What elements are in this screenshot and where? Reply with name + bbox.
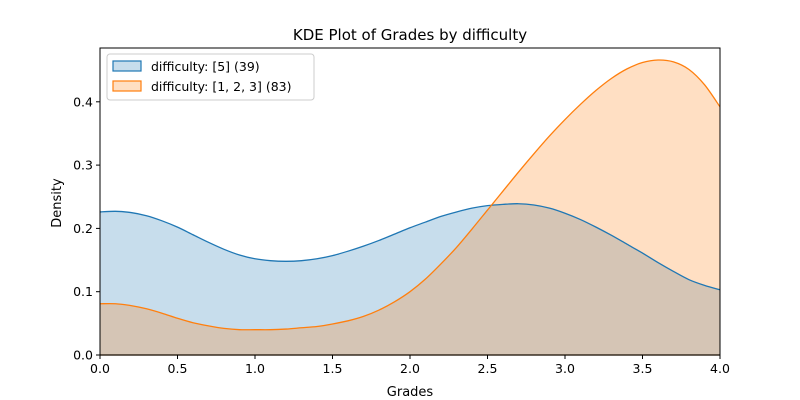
x-tick-label: 1.5 — [323, 361, 343, 376]
x-tick-label: 2.0 — [400, 361, 420, 376]
x-tick-label: 4.0 — [710, 361, 730, 376]
y-tick-label: 0.1 — [73, 284, 93, 299]
x-axis-label: Grades — [387, 385, 434, 400]
y-axis-label: Density — [50, 178, 65, 228]
legend: difficulty: [5] (39) difficulty: [1, 2, 3… — [106, 53, 315, 101]
series-0-fill — [100, 203, 720, 355]
series-1-line — [99, 59, 721, 331]
y-tick-label: 0.3 — [73, 158, 93, 173]
x-tick-label: 1.0 — [245, 361, 265, 376]
legend-swatch-0 — [112, 60, 142, 72]
legend-box — [106, 53, 315, 101]
x-tick-label: 2.5 — [478, 361, 498, 376]
y-tick-label: 0.2 — [73, 221, 93, 236]
x-tick-label: 0.5 — [168, 361, 188, 376]
chart-title: KDE Plot of Grades by difficulty — [293, 26, 527, 44]
y-tick-label: 0.4 — [73, 94, 93, 109]
series-0-line — [99, 203, 721, 291]
y-axis: 0.0 0.1 0.2 0.3 0.4 — [73, 94, 100, 363]
legend-label-0: difficulty: [5] (39) — [151, 59, 260, 74]
y-tick-label: 0.0 — [73, 348, 93, 363]
x-axis: 0.0 0.5 1.0 1.5 2.0 2.5 3.0 3.5 4.0 — [90, 355, 730, 376]
legend-label-1: difficulty: [1, 2, 3] (83) — [151, 79, 291, 94]
x-tick-label: 3.5 — [633, 361, 653, 376]
x-tick-label: 3.0 — [555, 361, 575, 376]
x-tick-label: 0.0 — [90, 361, 110, 376]
series-1-fill — [100, 60, 720, 355]
legend-swatch-1 — [112, 80, 142, 92]
